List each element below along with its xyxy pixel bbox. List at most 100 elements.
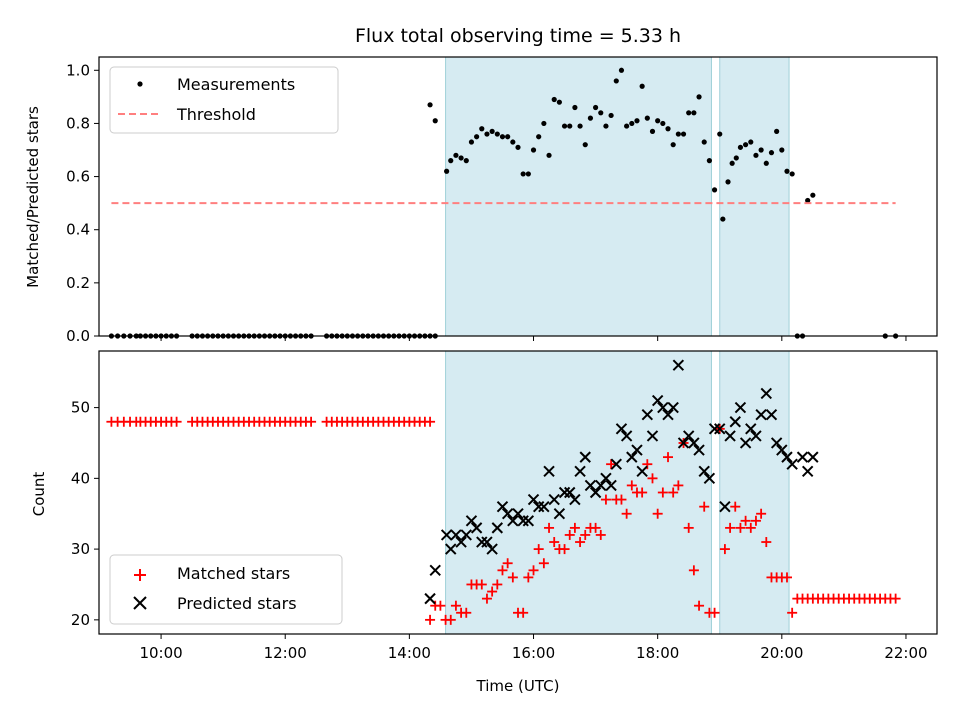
measurement-point bbox=[582, 142, 588, 148]
measurement-point bbox=[696, 94, 702, 100]
predicted-star-point bbox=[750, 430, 762, 442]
matched-star-point bbox=[590, 522, 601, 533]
predicted-star-point bbox=[564, 486, 576, 499]
matched-star-point bbox=[616, 494, 627, 505]
matched-star-point bbox=[725, 522, 736, 533]
measurement-point bbox=[644, 115, 650, 121]
matched-star-point bbox=[673, 480, 684, 491]
predicted-star-point bbox=[481, 536, 493, 548]
matched-star-point bbox=[688, 565, 699, 576]
bottom-x-ticks: 10:00 12:00 14:00 16:00 18:00 20:00 22:00 bbox=[139, 634, 928, 662]
matched-star-point bbox=[580, 529, 591, 540]
matched-star-point bbox=[575, 537, 586, 548]
predicted-star-point bbox=[595, 479, 607, 492]
bottom-plot-frame bbox=[98, 350, 938, 635]
legend-measurements-label: Measurements bbox=[177, 75, 295, 94]
measurement-point bbox=[758, 147, 764, 153]
matched-star-point bbox=[476, 579, 487, 590]
measurement-point bbox=[458, 155, 464, 161]
predicted-star-point bbox=[786, 458, 798, 470]
measurement-point bbox=[725, 179, 731, 185]
predicted-star-point bbox=[724, 430, 736, 442]
y-tick-label-0-3: 0.6 bbox=[66, 168, 90, 186]
measurement-point bbox=[720, 216, 726, 222]
matched-star-point bbox=[626, 480, 637, 491]
measurement-point bbox=[711, 187, 718, 193]
predicted-star-point bbox=[688, 437, 700, 449]
matched-star-point bbox=[642, 459, 653, 470]
matched-star-point bbox=[544, 522, 555, 533]
predicted-star-point bbox=[527, 493, 540, 506]
y-tick-label-1-0: 20 bbox=[71, 611, 90, 629]
legend-predicted-marker bbox=[133, 596, 147, 610]
predicted-star-point bbox=[755, 408, 767, 421]
measurement-point bbox=[691, 110, 697, 116]
matched-star-point bbox=[750, 515, 761, 526]
predicted-star-point bbox=[605, 479, 617, 492]
predicted-star-point bbox=[501, 508, 514, 520]
measurement-point bbox=[561, 123, 568, 129]
predicted-star-point bbox=[636, 465, 648, 477]
y-tick-label-1-2: 40 bbox=[71, 469, 90, 487]
measurement-point bbox=[665, 126, 671, 132]
matched-star-point bbox=[787, 607, 798, 618]
measurement-point bbox=[748, 139, 754, 145]
x-tick-label-4: 18:00 bbox=[636, 644, 679, 662]
matched-star-point bbox=[461, 607, 472, 618]
predicted-star-point bbox=[626, 451, 638, 463]
matched-star-point bbox=[523, 572, 534, 583]
y-tick-label-1-3: 50 bbox=[71, 399, 90, 417]
legend-threshold-label: Threshold bbox=[176, 105, 256, 124]
measurement-point bbox=[536, 134, 542, 140]
predicted-star-point bbox=[703, 472, 716, 485]
predicted-star-point bbox=[646, 430, 659, 442]
matched-star-point bbox=[435, 600, 446, 611]
predicted-star-point bbox=[589, 486, 602, 499]
measurement-point bbox=[577, 123, 583, 129]
matched-star-point bbox=[492, 579, 503, 590]
predicted-star-point bbox=[672, 359, 685, 371]
top-legend: Measurements Threshold bbox=[109, 66, 339, 134]
measurement-point bbox=[774, 128, 780, 134]
measurement-point bbox=[805, 197, 811, 204]
measurement-point bbox=[618, 67, 625, 73]
predicted-star-point bbox=[734, 401, 747, 414]
predicted-star-point bbox=[558, 486, 571, 499]
matched-star-point bbox=[518, 607, 529, 618]
measurement-point bbox=[489, 128, 495, 134]
predicted-star-point bbox=[698, 465, 710, 477]
predicted-star-point bbox=[496, 500, 509, 513]
bottom-series bbox=[106, 359, 901, 625]
measurement-point bbox=[598, 110, 604, 116]
measurement-point bbox=[505, 134, 511, 140]
measurement-point bbox=[432, 118, 438, 124]
predicted-star-point bbox=[424, 592, 436, 605]
legend-matched-label: Matched stars bbox=[177, 564, 290, 583]
predicted-star-point bbox=[600, 472, 612, 485]
measurement-point bbox=[670, 142, 676, 148]
matched-star-point bbox=[481, 593, 492, 604]
measurement-point bbox=[453, 152, 459, 158]
matched-star-point bbox=[533, 544, 544, 555]
measurement-point bbox=[706, 158, 712, 164]
matched-star-point bbox=[719, 544, 730, 555]
measurement-point bbox=[515, 144, 521, 150]
matched-star-point bbox=[709, 607, 720, 618]
measurement-point bbox=[660, 120, 666, 127]
predicted-star-point bbox=[739, 437, 752, 449]
matched-star-point bbox=[606, 459, 617, 470]
predicted-star-point bbox=[450, 529, 462, 541]
predicted-star-point bbox=[579, 451, 591, 463]
measurement-point bbox=[743, 142, 749, 148]
y-tick-label-0-2: 0.4 bbox=[66, 221, 90, 239]
y-tick-label-0-0: 0.0 bbox=[66, 327, 90, 345]
predicted-star-point bbox=[657, 401, 669, 414]
legend-matched-marker bbox=[134, 569, 146, 581]
matched-star-point bbox=[445, 614, 456, 625]
measurement-point bbox=[680, 131, 687, 137]
predicted-star-point bbox=[781, 451, 793, 463]
measurement-point bbox=[463, 158, 469, 164]
predicted-star-point bbox=[610, 458, 622, 470]
top-panel: 0.0 0.2 0.4 0.6 0.8 1.0 Flux total observing … bbox=[24, 25, 938, 345]
shaded-interval-0-0 bbox=[445, 56, 712, 337]
